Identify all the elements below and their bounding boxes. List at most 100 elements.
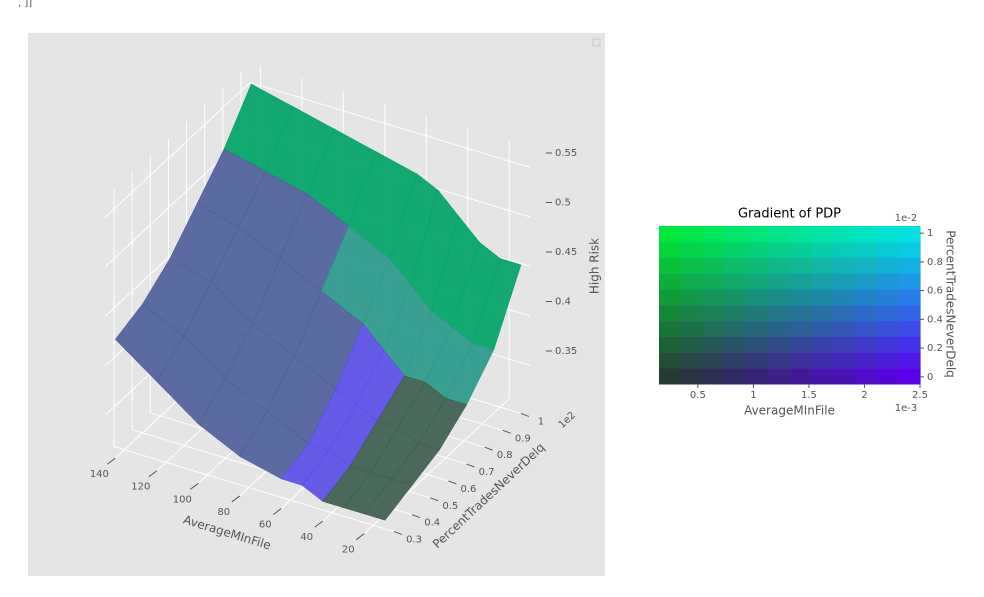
heatmap-cell bbox=[746, 352, 769, 369]
heatmap-cell bbox=[680, 305, 704, 322]
heatmap-cell bbox=[854, 336, 878, 353]
heatmap-cell bbox=[833, 305, 856, 322]
x-tick-label: 140 bbox=[90, 469, 109, 480]
heatmap-cell bbox=[854, 226, 878, 243]
heatmap-cell bbox=[789, 273, 812, 290]
x-tick-label: 20 bbox=[342, 545, 355, 556]
x-tick-label: 80 bbox=[217, 507, 230, 518]
heatmap-cell bbox=[833, 273, 856, 290]
z-tick-label: 0.55 bbox=[555, 148, 577, 159]
heatmap-cell bbox=[789, 368, 812, 385]
tick-mark bbox=[231, 495, 241, 503]
heatmap-cell bbox=[767, 320, 791, 338]
y-tick-label: 1 bbox=[927, 228, 933, 239]
heatmap-cell bbox=[811, 257, 834, 274]
y-tick-label: 1 bbox=[538, 416, 544, 427]
tick-mark bbox=[393, 531, 403, 536]
x-tick-label: 2 bbox=[861, 390, 867, 401]
heatmap-cell bbox=[767, 336, 791, 353]
heatmap-cell bbox=[789, 226, 812, 243]
y-tick-label: 0.4 bbox=[927, 314, 943, 325]
heatmap-title: Gradient of PDP bbox=[738, 207, 841, 222]
y-tick-label: 0.6 bbox=[460, 484, 476, 495]
y-tick-label: 0.6 bbox=[927, 286, 943, 297]
heatmap-cell bbox=[680, 368, 704, 385]
heatmap-cell bbox=[833, 289, 856, 306]
heatmap-cell bbox=[746, 305, 769, 322]
heatmap-cell bbox=[659, 289, 682, 306]
tick-mark bbox=[430, 497, 439, 502]
y-tick-label: 0.3 bbox=[406, 535, 422, 546]
z-tick-label: 0.35 bbox=[555, 346, 577, 357]
heatmap-cell bbox=[702, 257, 725, 274]
heatmap-cell bbox=[854, 273, 878, 290]
z-axis-label: High Risk bbox=[588, 238, 602, 294]
y-tick-label: 0.9 bbox=[515, 433, 531, 444]
heatmap-cell bbox=[767, 273, 791, 290]
heatmap-cell bbox=[789, 352, 812, 369]
heatmap-cell bbox=[876, 289, 899, 306]
y-tick-label: 0.8 bbox=[497, 450, 513, 461]
tick-mark bbox=[148, 470, 158, 478]
heatmap-cell bbox=[876, 320, 899, 338]
heatmap-cell bbox=[680, 273, 704, 290]
heatmap-cell bbox=[767, 241, 791, 259]
heatmap-cell bbox=[767, 289, 791, 306]
heatmap-cell bbox=[680, 352, 704, 369]
x-offset-text: 1e-3 bbox=[895, 403, 918, 414]
heatmap-cell bbox=[702, 320, 725, 338]
heatmap-cell bbox=[833, 368, 856, 385]
heatmap-cell bbox=[789, 257, 812, 274]
heatmap-cell bbox=[702, 336, 725, 353]
y-tick-label: 0.8 bbox=[927, 257, 943, 268]
heatmap-cell bbox=[659, 241, 682, 259]
heatmap-cell bbox=[746, 368, 769, 385]
x-tick-label: 100 bbox=[173, 494, 192, 505]
x-tick-label: 0.5 bbox=[690, 390, 706, 401]
heatmap-cell bbox=[724, 257, 747, 274]
z-tick-label: 0.5 bbox=[555, 198, 571, 209]
heatmap-panel: 0.5 1 1.5 2 2.5 0 0.2 0.4 0.6 0.8 1 Gradient of PDP… bbox=[659, 207, 958, 418]
tick-mark bbox=[355, 533, 365, 541]
heatmap-cell bbox=[724, 241, 747, 259]
heatmap-cell bbox=[767, 305, 791, 322]
heatmap-cell bbox=[811, 289, 834, 306]
heatmap-cell bbox=[702, 305, 725, 322]
heatmap-cell bbox=[876, 305, 899, 322]
tick-mark bbox=[272, 508, 282, 515]
y-axis-label: PercentTradesNeverDelq bbox=[944, 230, 958, 378]
heatmap-cell bbox=[746, 320, 769, 338]
grid-line bbox=[104, 82, 251, 218]
heatmap-cell bbox=[898, 257, 921, 274]
heatmap-cell bbox=[680, 257, 704, 274]
tick-mark bbox=[314, 520, 324, 528]
heatmap-cell bbox=[898, 289, 921, 306]
heatmap-cell bbox=[898, 241, 921, 259]
heatmap-cell bbox=[811, 273, 834, 290]
x-tick-label: 2.5 bbox=[912, 390, 928, 401]
heatmap-cell bbox=[659, 305, 682, 322]
x-tick-label: 60 bbox=[259, 520, 272, 531]
heatmap-cell bbox=[659, 336, 682, 353]
heatmap-cell bbox=[898, 352, 921, 369]
grid-line bbox=[249, 81, 531, 168]
heatmap-cell bbox=[811, 305, 834, 322]
y-tick-label: 0.2 bbox=[927, 343, 943, 354]
heatmap-cell bbox=[854, 352, 878, 369]
heatmap-cell bbox=[746, 226, 769, 243]
heatmap-cell bbox=[746, 273, 769, 290]
heatmap-cell bbox=[724, 368, 747, 385]
tick-mark bbox=[107, 457, 116, 465]
x-tick-label: 120 bbox=[131, 482, 150, 493]
heatmap-cell bbox=[811, 368, 834, 385]
heatmap-cell bbox=[680, 241, 704, 259]
heatmap-cell bbox=[876, 273, 899, 290]
heatmap-cell bbox=[811, 352, 834, 369]
x-tick-label: 1.5 bbox=[801, 390, 817, 401]
heatmap-cell bbox=[876, 241, 899, 259]
heatmap-cell bbox=[789, 289, 812, 306]
heatmap-cell bbox=[833, 336, 856, 353]
heatmap-cell bbox=[767, 368, 791, 385]
heatmap-cell bbox=[898, 226, 921, 243]
